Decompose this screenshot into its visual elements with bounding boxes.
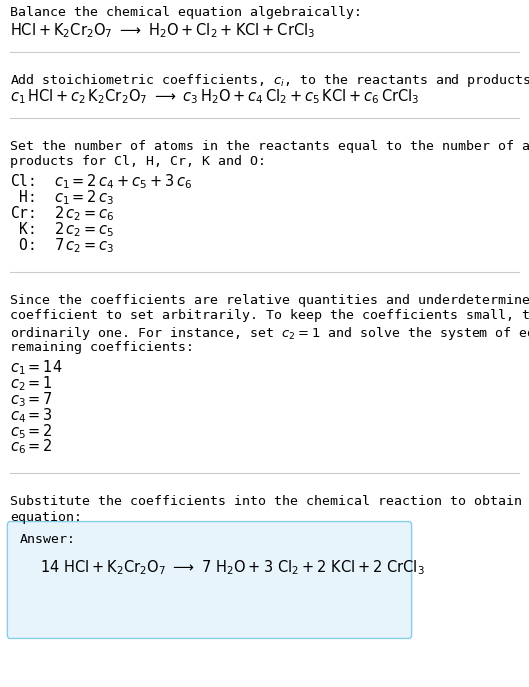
Text: Substitute the coefficients into the chemical reaction to obtain the balanced: Substitute the coefficients into the che…: [10, 495, 529, 508]
Text: Set the number of atoms in the reactants equal to the number of atoms in the: Set the number of atoms in the reactants…: [10, 140, 529, 153]
Text: $c_1\,\mathrm{HCl} + c_2\,\mathrm{K_2Cr_2O_7} \ \longrightarrow \ c_3\,\mathrm{H: $c_1\,\mathrm{HCl} + c_2\,\mathrm{K_2Cr_…: [10, 87, 419, 106]
Text: $c_4 = 3$: $c_4 = 3$: [10, 406, 53, 425]
Text: $c_5 = 2$: $c_5 = 2$: [10, 422, 53, 440]
Text: $c_6 = 2$: $c_6 = 2$: [10, 437, 53, 455]
Text: Cr:  $2\,c_2 = c_6$: Cr: $2\,c_2 = c_6$: [10, 204, 115, 223]
Text: $c_3 = 7$: $c_3 = 7$: [10, 390, 53, 409]
Text: Since the coefficients are relative quantities and underdetermined, choose a: Since the coefficients are relative quan…: [10, 294, 529, 307]
Text: $\mathrm{HCl + K_2Cr_2O_7 \ \longrightarrow \ H_2O + Cl_2 + KCl + CrCl_3}$: $\mathrm{HCl + K_2Cr_2O_7 \ \longrightar…: [10, 21, 315, 40]
FancyBboxPatch shape: [7, 521, 412, 638]
Text: Balance the chemical equation algebraically:: Balance the chemical equation algebraica…: [10, 6, 362, 19]
Text: K:  $2\,c_2 = c_5$: K: $2\,c_2 = c_5$: [10, 220, 114, 238]
Text: equation:: equation:: [10, 511, 82, 524]
Text: $\mathrm{14\ HCl + K_2Cr_2O_7 \ \longrightarrow \ 7\ H_2O + 3\ Cl_2 + 2\ KCl + 2: $\mathrm{14\ HCl + K_2Cr_2O_7 \ \longrig…: [40, 558, 425, 576]
Text: O:  $7\,c_2 = c_3$: O: $7\,c_2 = c_3$: [10, 236, 114, 255]
Text: Cl:  $c_1 = 2\,c_4 + c_5 + 3\,c_6$: Cl: $c_1 = 2\,c_4 + c_5 + 3\,c_6$: [10, 172, 192, 191]
Text: remaining coefficients:: remaining coefficients:: [10, 341, 194, 354]
Text: $c_1 = 14$: $c_1 = 14$: [10, 358, 62, 376]
Text: Add stoichiometric coefficients, $c_i$, to the reactants and products:: Add stoichiometric coefficients, $c_i$, …: [10, 72, 529, 89]
Text: products for Cl, H, Cr, K and O:: products for Cl, H, Cr, K and O:: [10, 155, 266, 168]
Text: Answer:: Answer:: [20, 533, 76, 546]
Text: $c_2 = 1$: $c_2 = 1$: [10, 374, 53, 393]
Text: H:  $c_1 = 2\,c_3$: H: $c_1 = 2\,c_3$: [10, 188, 114, 207]
Text: coefficient to set arbitrarily. To keep the coefficients small, the arbitrary va: coefficient to set arbitrarily. To keep …: [10, 309, 529, 322]
Text: ordinarily one. For instance, set $c_2 = 1$ and solve the system of equations fo: ordinarily one. For instance, set $c_2 =…: [10, 325, 529, 342]
